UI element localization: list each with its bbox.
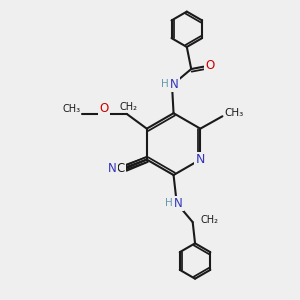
Text: O: O bbox=[100, 102, 109, 115]
Text: N: N bbox=[174, 197, 182, 210]
Text: CH₂: CH₂ bbox=[119, 102, 137, 112]
Text: CH₃: CH₃ bbox=[225, 108, 244, 118]
Text: CH₂: CH₂ bbox=[201, 215, 219, 225]
Text: O: O bbox=[206, 59, 215, 72]
Text: CH₃: CH₃ bbox=[62, 103, 80, 114]
Text: N: N bbox=[170, 78, 178, 91]
Text: H: H bbox=[161, 79, 169, 89]
Text: H: H bbox=[165, 198, 172, 208]
Text: C: C bbox=[116, 162, 124, 175]
Text: N: N bbox=[196, 153, 205, 166]
Text: N: N bbox=[108, 162, 117, 175]
